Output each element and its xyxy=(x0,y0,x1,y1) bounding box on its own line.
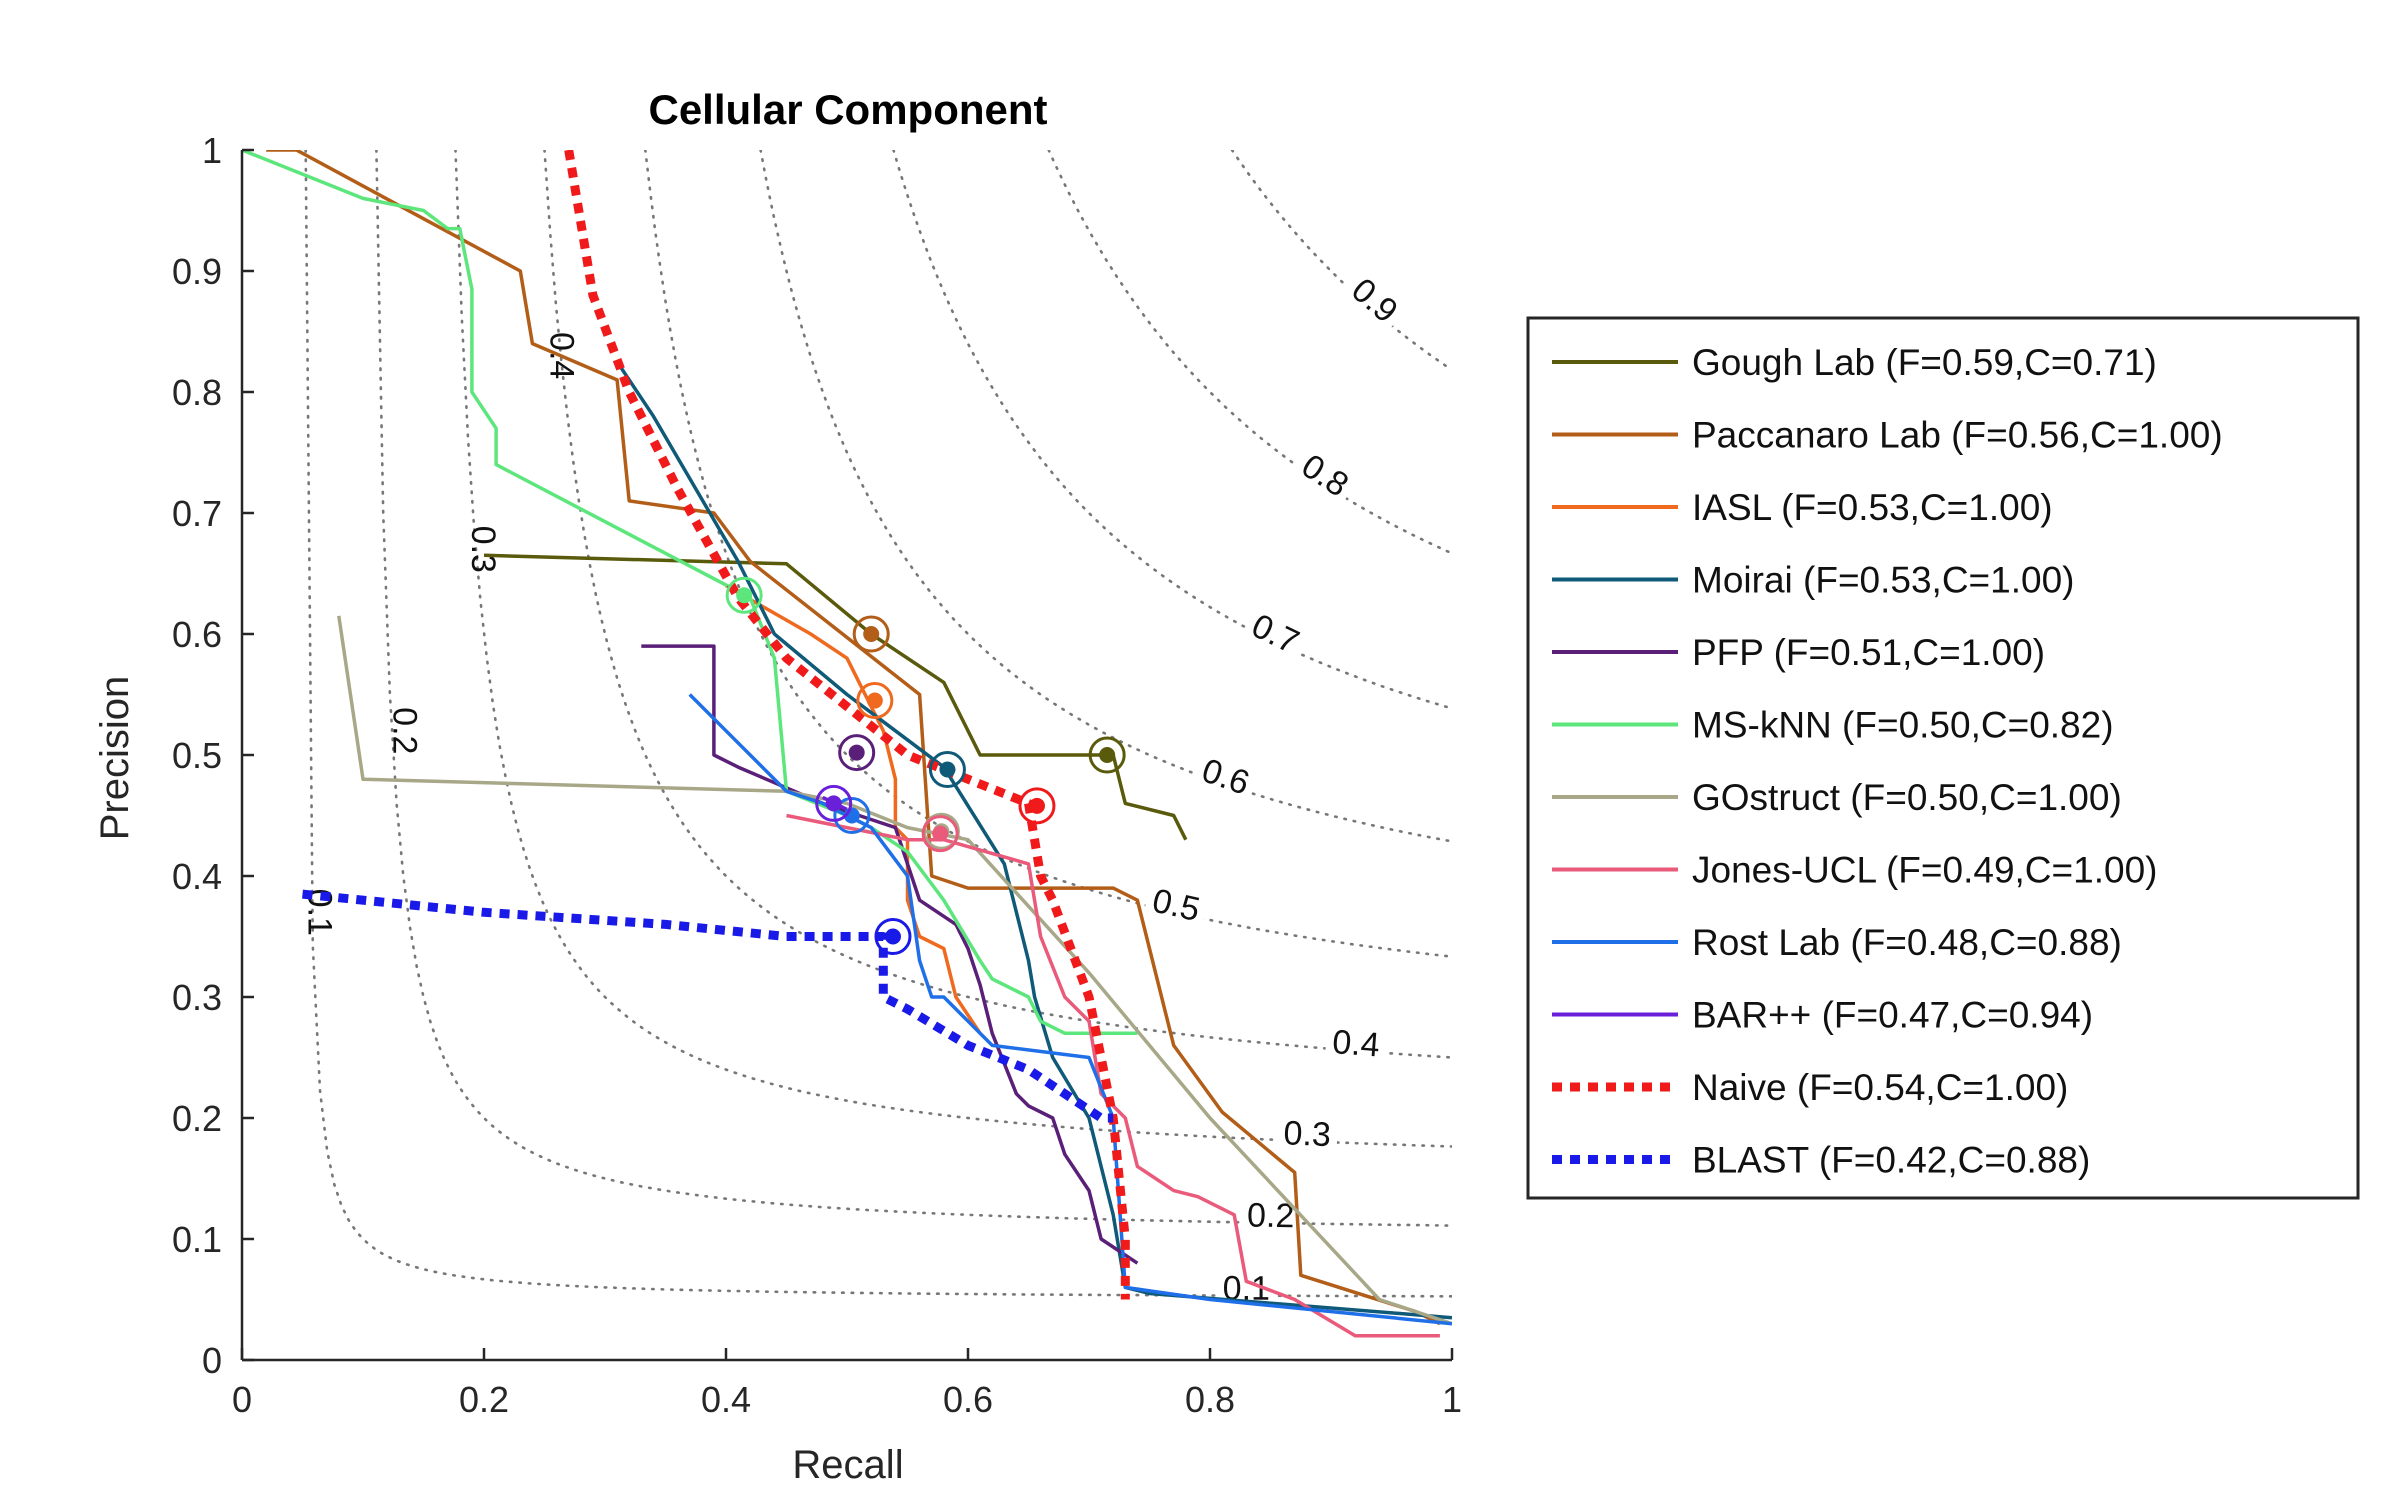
legend-label-7: Jones-UCL (F=0.49,C=1.00) xyxy=(1692,850,2157,891)
legend-label-4: PFP (F=0.51,C=1.00) xyxy=(1692,632,2045,673)
fmax-marker-ring-1 xyxy=(852,615,890,653)
fscore-contour-0.5 xyxy=(643,150,1452,959)
fmax-marker-dot-4 xyxy=(848,744,865,761)
fmax-marker-ring-0 xyxy=(1088,736,1126,774)
fscore-label-bg xyxy=(1276,1117,1338,1155)
series-line-8 xyxy=(688,693,1452,1326)
fscore-label-bg xyxy=(1191,753,1259,805)
fscore-contour-0.9 xyxy=(1230,150,1452,372)
legend-label-0: Gough Lab (F=0.59,C=0.71) xyxy=(1692,342,2157,383)
series-line-10 xyxy=(564,150,1130,1300)
fscore-contour-layer: 0.10.10.20.20.30.30.40.40.50.60.70.80.9 xyxy=(301,150,1452,1308)
series-line-4 xyxy=(641,644,1139,1265)
y-tick-label: 0.5 xyxy=(172,735,222,776)
series-line-1 xyxy=(266,150,1441,1326)
fmax-marker-dot-0 xyxy=(1099,747,1116,763)
fmax-marker-dot-9 xyxy=(825,795,842,812)
legend-label-8: Rost Lab (F=0.48,C=0.88) xyxy=(1692,922,2122,963)
y-tick-label: 0.2 xyxy=(172,1098,222,1139)
x-tick-label: 0.8 xyxy=(1185,1379,1235,1420)
legend-label-5: MS-kNN (F=0.50,C=0.82) xyxy=(1692,705,2114,746)
fmax-marker-ring-2 xyxy=(856,682,894,720)
x-tick-label: 0.2 xyxy=(459,1379,509,1420)
fscore-label-0.3: 0.3 xyxy=(1283,1114,1332,1154)
text-layer: Cellular Component Recall Precision xyxy=(93,86,1048,1487)
fscore-label-0.5: 0.5 xyxy=(1149,882,1203,930)
legend: Gough Lab (F=0.59,C=0.71) Paccanaro Lab (… xyxy=(1526,316,2360,1200)
fmax-marker-dot-11 xyxy=(884,928,901,945)
fscore-contour-0.8 xyxy=(1047,150,1452,555)
legend-label-11: BLAST (F=0.42,C=0.88) xyxy=(1692,1140,2090,1181)
fscore-contour-0.2 xyxy=(375,150,1452,1227)
fmax-marker-ring-8 xyxy=(833,797,871,834)
fmax-marker-dot-5 xyxy=(736,587,753,604)
legend-label-1: Paccanaro Lab (F=0.56,C=1.00) xyxy=(1692,415,2223,456)
legend-label-9: BAR++ (F=0.47,C=0.94) xyxy=(1692,995,2093,1036)
fscore-label-left-0.2: 0.2 xyxy=(385,707,423,754)
fscore-contour-0.6 xyxy=(759,150,1452,843)
legend-label-10: Naive (F=0.54,C=1.00) xyxy=(1692,1067,2068,1108)
fscore-label-bg xyxy=(1142,884,1209,931)
series-line-5 xyxy=(242,150,1138,1036)
y-tick-label: 0.3 xyxy=(172,977,222,1018)
fmax-marker-dot-10 xyxy=(1028,797,1045,814)
fscore-contour-0.7 xyxy=(892,150,1452,710)
y-tick-label: 0.9 xyxy=(172,251,222,292)
legend-box xyxy=(1526,316,2360,1200)
fmax-marker-ring-7 xyxy=(921,815,959,853)
fmax-marker-dot-3 xyxy=(939,761,956,778)
fmax-marker-dot-2 xyxy=(866,692,883,709)
x-tick-label: 1 xyxy=(1442,1379,1462,1420)
fscore-label-bg xyxy=(1239,607,1309,665)
fscore-label-left-0.3: 0.3 xyxy=(464,526,502,573)
fscore-label-0.4: 0.4 xyxy=(1331,1023,1381,1064)
y-tick-label: 0.7 xyxy=(172,493,222,534)
fscore-label-bg xyxy=(1324,1026,1388,1066)
x-tick-label: 0 xyxy=(232,1379,252,1420)
series-line-11 xyxy=(302,889,1114,1123)
chart-title: Cellular Component xyxy=(648,86,1047,133)
y-tick-label: 0.6 xyxy=(172,614,222,655)
fmax-marker-ring-10 xyxy=(1018,787,1056,825)
x-tick-label: 0.6 xyxy=(943,1379,993,1420)
fscore-contour-0.3 xyxy=(454,150,1452,1148)
fscore-label-bg xyxy=(1339,269,1407,335)
x-tick-label: 0.4 xyxy=(701,1379,751,1420)
legend-label-3: Moirai (F=0.53,C=1.00) xyxy=(1692,560,2075,601)
y-tick-label: 1 xyxy=(202,130,222,171)
y-tick-label: 0.1 xyxy=(172,1219,222,1260)
series-line-0 xyxy=(483,553,1188,841)
x-axis-label: Recall xyxy=(792,1443,903,1487)
fmax-marker-ring-11 xyxy=(874,918,912,955)
fmax-marker-ring-9 xyxy=(815,784,853,822)
fmax-marker-ring-3 xyxy=(928,751,966,789)
legend-label-2: IASL (F=0.53,C=1.00) xyxy=(1692,487,2053,528)
fmax-marker-dot-7 xyxy=(932,825,949,842)
fmax-marker-ring-5 xyxy=(725,576,763,614)
fscore-label-bg xyxy=(1240,1200,1301,1236)
fmax-marker-dot-1 xyxy=(863,626,880,642)
y-axis-label: Precision xyxy=(93,676,137,841)
fscore-label-bg xyxy=(1289,446,1359,508)
fscore-contour-0.4 xyxy=(543,150,1452,1059)
legend-label-6: GOstruct (F=0.50,C=1.00) xyxy=(1692,777,2122,818)
marker-layer xyxy=(725,576,1126,955)
y-tick-label: 0 xyxy=(202,1340,222,1381)
y-tick-label: 0.8 xyxy=(172,372,222,413)
y-tick-label: 0.4 xyxy=(172,856,222,897)
fmax-marker-ring-4 xyxy=(838,734,876,772)
axes-layer: 0 0.2 0.4 0.6 0.8 1 0 0.1 0.2 0.3 0.4 0.5 0.6 0.7 0.8 0… xyxy=(172,130,1462,1420)
fscore-label-0.2: 0.2 xyxy=(1247,1196,1295,1235)
